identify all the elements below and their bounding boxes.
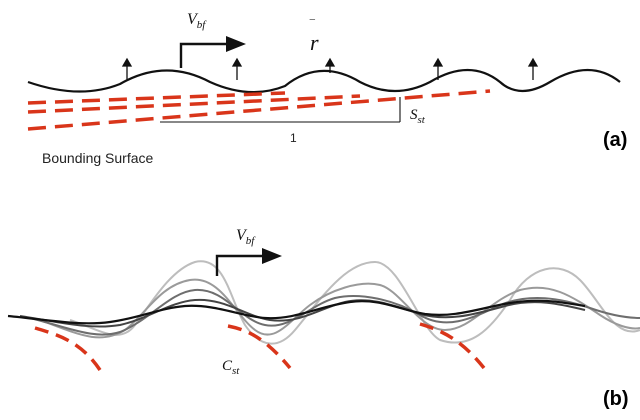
panel-a: Vbf ‾ r Sst 1 Bounding Surface (a) (27, 11, 627, 166)
velocity-label-b: Vbf (236, 227, 256, 247)
bedform-wave-b-0 (7, 299, 586, 325)
panel-b: Vbf Cst (b) (7, 227, 640, 410)
stoss-curvature-segments (34, 322, 486, 371)
velocity-label-a: Vbf (187, 11, 207, 31)
slope-label: Sst (410, 107, 426, 126)
bedform-wave-b-3 (39, 278, 640, 339)
bounding-surface-label: Bounding Surface (42, 150, 154, 166)
panel-a-label: (a) (603, 129, 627, 151)
bedform-wave-a (27, 69, 621, 94)
panel-b-label: (b) (603, 388, 629, 410)
curvature-label: Cst (222, 358, 240, 377)
bedform-wave-b-1 (19, 298, 586, 328)
bounding-surface-lines (27, 89, 491, 131)
r-bar-symbol: ‾ (309, 18, 316, 34)
velocity-arrow-a (179, 36, 246, 68)
slope-triangle (160, 97, 401, 123)
normal-arrows (121, 57, 539, 80)
unit-length-label: 1 (290, 131, 297, 145)
velocity-arrow-b (215, 248, 282, 276)
bedform-wave-b-4 (69, 260, 640, 345)
r-label: r (310, 30, 319, 55)
bedform-wave-b-2 (29, 288, 640, 336)
